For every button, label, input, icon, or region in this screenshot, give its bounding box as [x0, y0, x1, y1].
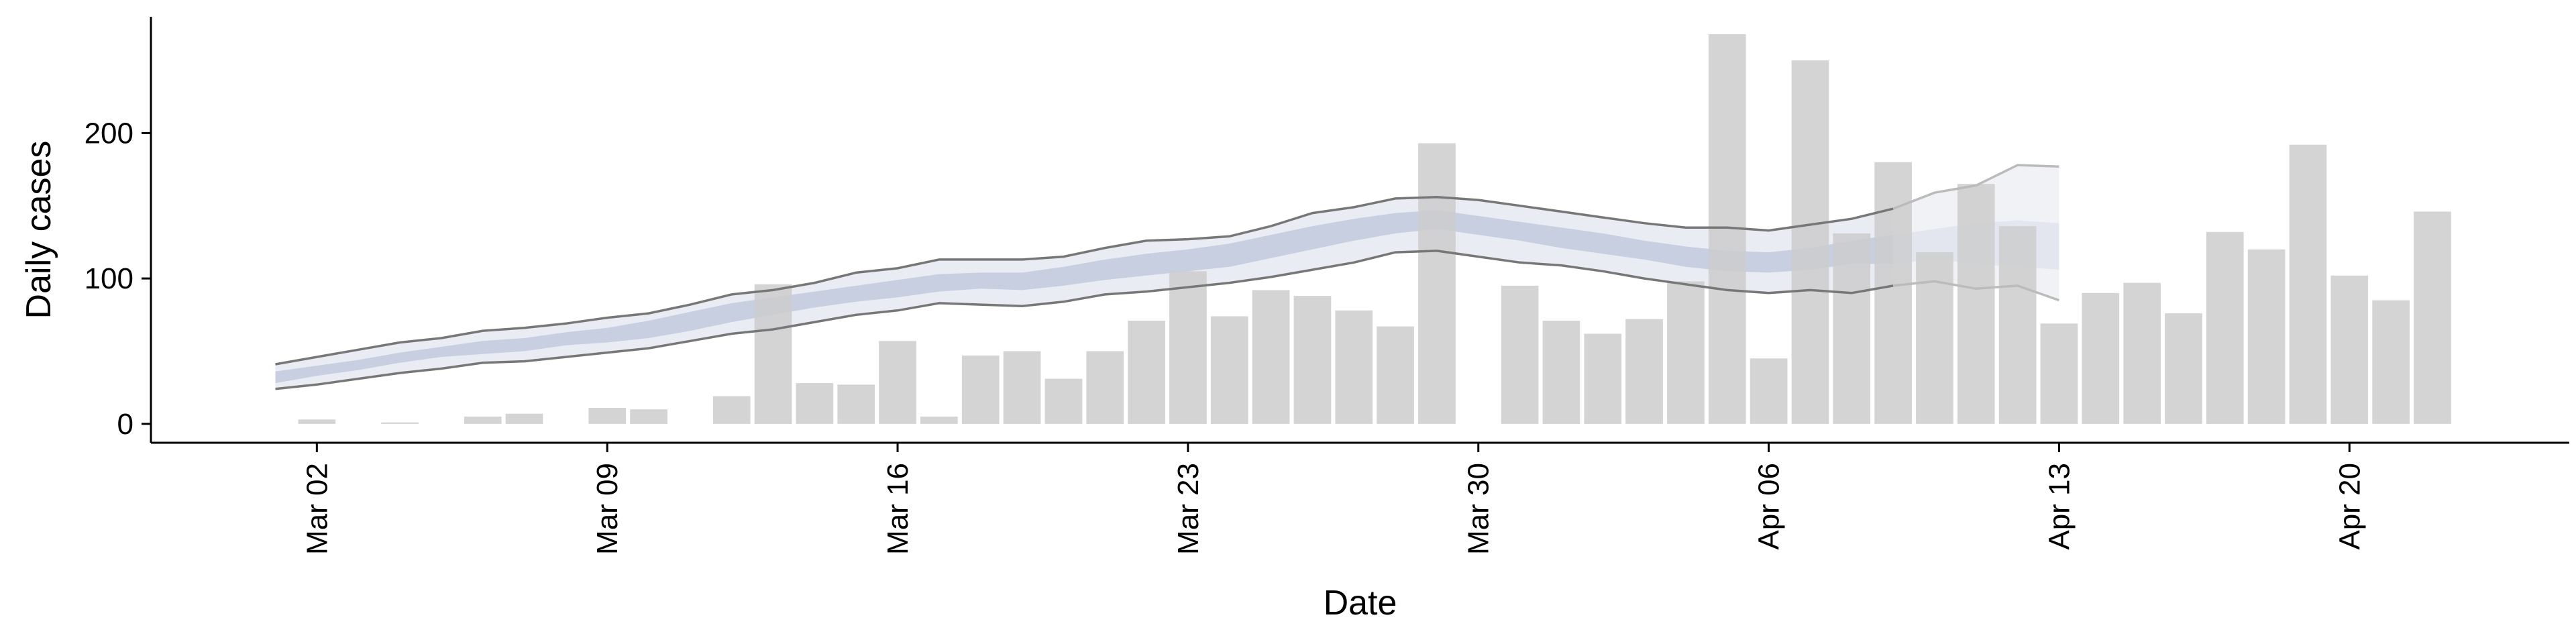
bar-day-9: [588, 408, 627, 424]
bar-day-22: [1128, 321, 1165, 424]
bar-day-51: [2330, 275, 2369, 424]
bar-day-48: [2206, 231, 2244, 424]
bar-day-53: [2414, 211, 2451, 424]
bar-day-17: [920, 417, 958, 424]
x-tick-label: Mar 09: [591, 463, 624, 555]
x-tick-label: Mar 16: [881, 463, 914, 555]
bar-day-13: [754, 284, 792, 424]
bar-day-31: [1501, 285, 1539, 424]
bar-day-49: [2247, 249, 2286, 424]
bar-day-29: [1418, 143, 1456, 424]
bar-day-33: [1584, 333, 1622, 424]
bar-day-46: [2123, 282, 2161, 424]
bar-day-7: [505, 413, 543, 424]
bar-day-39: [1833, 233, 1871, 424]
bar-day-10: [630, 409, 667, 424]
bar-day-34: [1625, 319, 1663, 424]
y-axis-ticks: 0 100 200: [85, 117, 151, 441]
lower-90-forecast-line: [1892, 280, 2059, 302]
bar-day-37: [1750, 358, 1788, 424]
bar-day-32: [1542, 321, 1580, 424]
bar-day-19: [1003, 351, 1041, 424]
bar-day-45: [2082, 292, 2120, 424]
bar-day-12: [712, 396, 751, 424]
bar-day-41: [1916, 252, 1953, 424]
estimate-bands: [275, 165, 2059, 389]
bar-day-47: [2165, 313, 2202, 424]
bar-day-40: [1874, 162, 1912, 424]
bar-day-52: [2372, 300, 2410, 424]
bar-day-23: [1169, 271, 1207, 424]
bar-day-28: [1377, 326, 1414, 424]
bar-day-50: [2289, 144, 2327, 424]
bar-day-18: [961, 356, 1000, 424]
bar-day-43: [1998, 226, 2037, 424]
bar-day-26: [1293, 296, 1332, 424]
y-tick-label: 100: [85, 262, 133, 295]
bar-day-4: [381, 422, 419, 424]
lower-90-line: [275, 250, 1894, 390]
bar-day-14: [796, 383, 834, 424]
bar-day-21: [1086, 351, 1124, 424]
bar-day-20: [1044, 378, 1083, 424]
x-tick-label: Mar 23: [1172, 463, 1205, 555]
bar-day-15: [837, 384, 875, 424]
y-tick-label: 200: [85, 117, 133, 150]
upper-90-line: [275, 195, 1894, 366]
y-tick-label: 0: [117, 408, 133, 441]
bar-day-44: [2040, 323, 2078, 424]
bar-day-35: [1667, 281, 1705, 424]
x-axis-title: Date: [1324, 584, 1397, 623]
bar-day-38: [1791, 60, 1829, 424]
bar-day-6: [464, 417, 502, 424]
band-90-estimate: [275, 197, 1894, 389]
bar-day-25: [1252, 290, 1290, 424]
bar-day-42: [1957, 184, 1995, 424]
daily-cases-bars: [298, 34, 2451, 424]
x-tick-label: Apr 06: [1753, 463, 1786, 550]
bar-day-24: [1210, 316, 1248, 424]
bar-day-16: [879, 341, 916, 424]
x-tick-label: Apr 20: [2333, 463, 2366, 550]
upper-90-forecast-line: [1892, 164, 2059, 210]
x-tick-label: Mar 02: [301, 463, 333, 555]
estimate-band-edges: [275, 164, 2059, 390]
bar-day-27: [1335, 310, 1373, 424]
bar-day-2: [298, 419, 336, 424]
x-tick-label: Mar 30: [1462, 463, 1495, 555]
axes: [150, 17, 2569, 444]
x-axis-ticks: Mar 02 Mar 09 Mar 16 Mar 23 Mar 30 Apr 06 Apr …: [301, 443, 2366, 555]
y-axis-title: Daily cases: [19, 141, 58, 319]
x-tick-label: Apr 13: [2043, 463, 2076, 550]
